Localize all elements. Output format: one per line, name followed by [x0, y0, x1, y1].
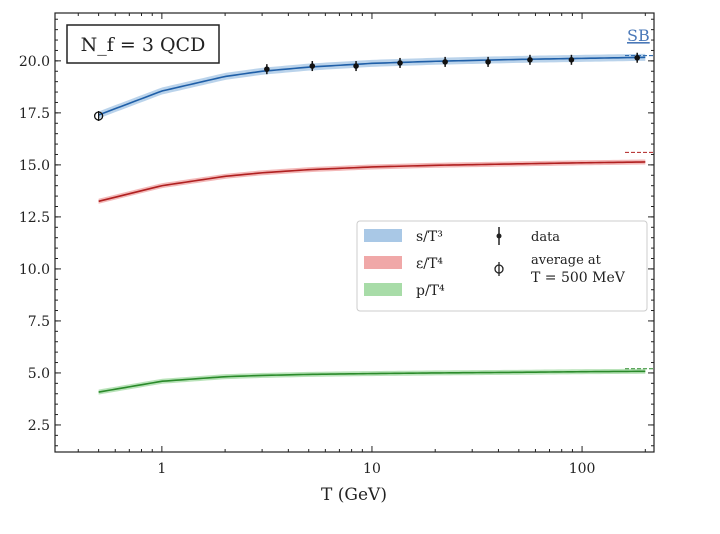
- data-point: [264, 66, 270, 72]
- annotation-text: N_f = 3 QCD: [81, 34, 206, 56]
- data-point: [442, 59, 448, 65]
- legend-label-2: p/T⁴: [416, 283, 445, 299]
- x-tick-label: 10: [363, 461, 381, 477]
- y-tick-label: 5.0: [28, 366, 50, 382]
- legend-swatch-1: [364, 256, 402, 269]
- y-tick-label: 10.0: [19, 262, 50, 278]
- series-line-0: [98, 56, 646, 116]
- data-point: [485, 59, 491, 65]
- data-point: [527, 57, 533, 63]
- x-tick-label: 1: [157, 461, 166, 477]
- data-point: [568, 57, 575, 63]
- y-tick-label: 15.0: [19, 158, 50, 174]
- data-point: [397, 60, 403, 66]
- legend-label-0: s/T³: [416, 229, 443, 245]
- annotation-box: N_f = 3 QCD: [66, 24, 220, 64]
- x-axis-label: T (GeV): [321, 485, 387, 505]
- legend-swatch-2: [364, 283, 402, 296]
- sb-label: SB: [627, 26, 650, 45]
- y-tick-label: 2.5: [28, 418, 50, 434]
- data-point: [309, 63, 316, 69]
- legend: s/T³ ε/T⁴ p/T⁴ data average at T = 500 MeV: [356, 220, 648, 312]
- legend-label-1: ε/T⁴: [416, 256, 443, 272]
- series-line-1: [98, 161, 646, 203]
- series-band-0: [98, 53, 646, 119]
- legend-data-marker-dot: [496, 233, 502, 239]
- series-line-2: [98, 370, 646, 393]
- series-band-1: [98, 159, 646, 204]
- y-tick-label: 17.5: [19, 106, 50, 122]
- y-tick-label: 20.0: [19, 54, 50, 70]
- legend-average-label-2: T = 500 MeV: [531, 270, 626, 286]
- y-tick-label: 12.5: [19, 210, 50, 226]
- data-point: [634, 54, 640, 61]
- legend-data-label: data: [531, 230, 560, 245]
- y-tick-label: 7.5: [28, 314, 50, 330]
- legend-swatch-0: [364, 229, 402, 242]
- series-band-2: [98, 368, 646, 395]
- data-point: [353, 63, 359, 69]
- x-tick-label: 100: [569, 461, 596, 477]
- legend-average-label-1: average at: [531, 253, 602, 268]
- plot-frame: [54, 12, 655, 453]
